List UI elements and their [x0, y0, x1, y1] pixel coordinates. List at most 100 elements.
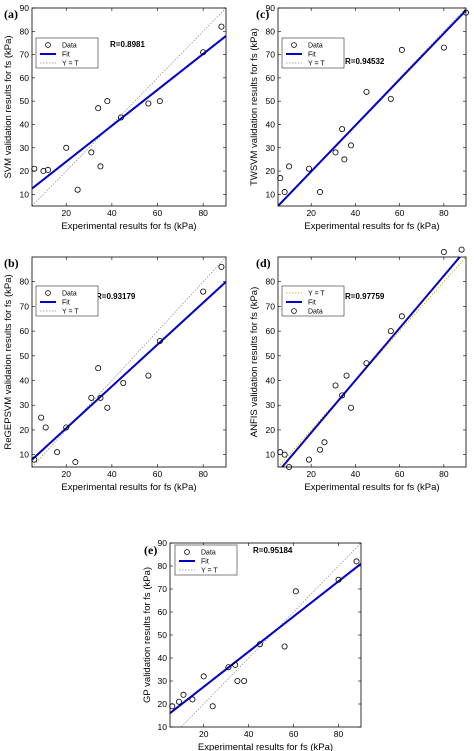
y-tick-label: 20: [20, 166, 30, 176]
legend-data-marker: [45, 290, 51, 296]
y-equals-t-line: [32, 8, 226, 206]
data-point: [97, 163, 104, 170]
data-point: [95, 365, 102, 372]
data-point: [200, 288, 207, 295]
data-point: [347, 142, 354, 149]
data-point: [95, 105, 102, 112]
x-tick-label: 60: [153, 469, 163, 479]
data-point: [31, 165, 38, 172]
y-tick-label: 30: [20, 143, 30, 153]
legend-entry-label: Data: [62, 291, 77, 298]
y-tick-label: 10: [20, 189, 30, 199]
x-tick-label: 40: [107, 208, 117, 218]
data-point: [281, 451, 288, 458]
fit-line: [280, 257, 462, 467]
legend-entry-label: Fit: [62, 52, 70, 59]
data-point: [332, 149, 339, 156]
legend-entry-label: Data: [308, 43, 323, 50]
y-tick-label: 40: [266, 376, 276, 386]
x-axis-label: Experimental results for fs (kPa): [61, 221, 196, 232]
data-point: [40, 168, 47, 175]
x-tick-label: 60: [395, 208, 405, 218]
legend-entry-label: Y = T: [201, 568, 218, 575]
y-tick-label: 30: [266, 400, 276, 410]
y-equals-t-line: [32, 257, 226, 467]
y-tick-label: 60: [266, 73, 276, 83]
y-tick-label: 60: [20, 73, 30, 83]
data-point: [398, 313, 405, 320]
data-point: [440, 249, 447, 256]
x-tick-label: 60: [395, 469, 405, 479]
fit-line: [32, 35, 226, 190]
x-tick-label: 20: [62, 469, 72, 479]
data-point: [398, 46, 405, 53]
x-tick-label: 40: [351, 469, 361, 479]
y-tick-label: 50: [20, 351, 30, 361]
data-point: [169, 703, 176, 710]
y-axis-label: ReGEPSVM validation results for fs (kPa): [3, 274, 14, 449]
chart-panel-1: 20 40 60 80 10 20 30 40 50 60 70 80 90 Experimental r…: [3, 3, 227, 232]
y-tick-label: 50: [158, 630, 168, 640]
data-point: [104, 404, 111, 411]
legend-data-marker: [45, 42, 51, 48]
legend: Data Fit Y = T: [281, 37, 345, 69]
data-point: [145, 372, 152, 379]
y-tick-label: 50: [266, 351, 276, 361]
data-point: [63, 424, 70, 431]
y-tick-label: 10: [158, 722, 168, 732]
data-point: [234, 678, 241, 685]
legend-entry-label: Data: [201, 550, 216, 557]
y-tick-label: 50: [20, 96, 30, 106]
legend: Data Fit Y = T: [35, 37, 99, 69]
x-tick-label: 40: [107, 469, 117, 479]
chart-panel-5: 20 40 60 80 10 20 30 40 50 60 70 80 90 Experimental r…: [142, 538, 362, 751]
fit-line: [170, 562, 361, 714]
x-tick-label: 20: [306, 208, 316, 218]
data-point: [281, 189, 288, 196]
x-axis-label: Experimental results for fs (kPa): [198, 742, 333, 751]
data-point: [74, 186, 81, 193]
data-point: [225, 664, 232, 671]
data-point: [97, 394, 104, 401]
x-axis-label: Experimental results for fs (kPa): [304, 482, 439, 493]
y-tick-label: 70: [20, 301, 30, 311]
y-tick-label: 40: [20, 119, 30, 129]
legend-entry-label: Data: [308, 309, 323, 316]
legend: Data Fit Y = T: [174, 544, 238, 576]
fit-line: [32, 280, 226, 461]
y-tick-label: 60: [20, 326, 30, 336]
y-tick-label: 80: [266, 277, 276, 287]
r-value-label: R=0.93179: [96, 292, 136, 301]
y-tick-label: 90: [20, 3, 30, 13]
data-point: [88, 394, 95, 401]
y-axis-label: ANFIS validation results for fs (kPa): [249, 287, 260, 437]
y-tick-label: 30: [266, 143, 276, 153]
y-tick-label: 60: [266, 326, 276, 336]
y-equals-t-line: [180, 543, 361, 727]
legend-data-marker: [291, 308, 297, 314]
data-point: [440, 44, 447, 51]
data-point: [341, 156, 348, 163]
legend: Y = T Fit Data: [281, 285, 345, 317]
data-point: [305, 456, 312, 463]
data-point: [189, 696, 196, 703]
legend: Data Fit Y = T: [35, 285, 99, 317]
panel-letter: (c): [256, 7, 269, 21]
axis-frame: [277, 7, 467, 207]
data-point: [54, 449, 61, 456]
data-point: [458, 246, 465, 253]
y-tick-label: 90: [266, 3, 276, 13]
data-point: [118, 114, 125, 121]
legend-entry-label: Y = T: [308, 291, 325, 298]
r-value-label: R=0.94532: [345, 57, 385, 66]
data-point: [88, 149, 95, 156]
y-tick-label: 30: [20, 400, 30, 410]
legend-entry-label: Fit: [308, 52, 316, 59]
y-tick-label: 70: [266, 50, 276, 60]
y-tick-label: 90: [158, 538, 168, 548]
data-point: [72, 459, 79, 466]
data-point: [321, 439, 328, 446]
y-tick-label: 70: [266, 301, 276, 311]
data-point: [145, 100, 152, 107]
